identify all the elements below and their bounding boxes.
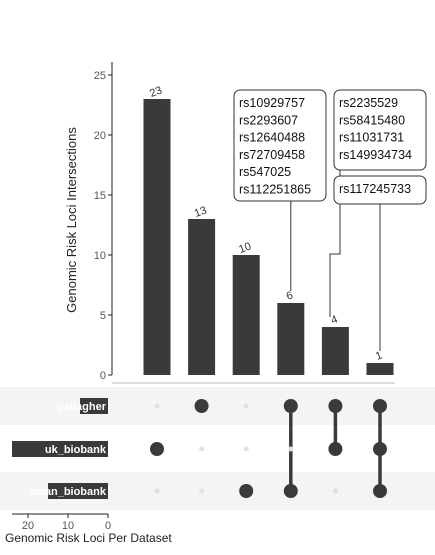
annotation-text: rs112251865 [239,183,311,197]
annotation-text: rs117245733 [339,182,411,196]
matrix-dot-empty [288,446,294,452]
set-size-bars: gallagher uk_biobank japan_biobank [12,398,108,499]
set-name-label: uk_biobank [45,444,107,456]
annotation-box [333,89,427,171]
annotation-text: rs12640488 [239,131,305,145]
bar-value-label: 23 [148,84,164,99]
y-tick-label: 10 [94,250,106,262]
annotation-text: rs72709458 [239,148,305,162]
bar-value-labels: 23 13 10 6 4 1 [148,84,384,362]
intersection-bar [321,327,349,375]
bar-value-label: 1 [374,349,384,362]
intersection-matrix [150,399,387,498]
intersection-bar [366,363,394,375]
row-stripe [0,387,435,425]
matrix-dot-filled [373,442,387,456]
annotation-text: rs58415480 [339,113,405,127]
matrix-dot-empty [154,488,160,494]
annotation-text: rs2293607 [239,113,298,127]
set-size-tick-label: 10 [62,520,74,532]
annotation-connector [329,170,341,317]
matrix-dot-empty [243,403,249,409]
set-name-label: gallagher [57,401,107,413]
matrix-row-stripes [0,387,435,510]
y-tick-label: 15 [94,190,106,202]
set-size-axis: 20 10 0 [12,513,111,532]
set-name-label: japan_biobank [28,486,107,498]
matrix-dot-filled [328,399,343,413]
bar-value-label: 4 [329,313,339,326]
intersection-bar [188,219,216,375]
annotation-box [233,89,327,202]
set-size-tick-label: 20 [22,520,34,532]
matrix-dot-filled [328,442,343,456]
matrix-dot-filled [373,399,387,413]
bar-value-label: 13 [193,204,209,219]
annotation-text: rs149934734 [339,148,412,162]
intersection-bars [143,99,394,375]
annotation-connectors [290,170,381,351]
intersection-bar [143,99,171,375]
y-tick-label: 20 [94,130,106,142]
y-tick-label: 0 [100,370,106,382]
x-axis-label: Genomic Risk Loci Per Dataset [5,531,172,545]
matrix-dot-filled [239,484,254,498]
matrix-dot-filled [194,399,209,413]
matrix-dot-empty [199,488,205,494]
matrix-dot-filled [150,442,164,456]
annotation-text: rs2235529 [339,96,398,110]
matrix-dot-filled [283,399,298,413]
matrix-dot-empty [332,488,338,494]
intersection-bar [277,303,305,375]
annotation-box [333,175,427,205]
set-size-bar [80,398,108,414]
bar-value-label: 10 [237,240,253,255]
annotation-text: rs10929757 [239,96,305,110]
matrix-dot-empty [199,446,205,452]
y-axis-label: Genomic Risk Loci Intersections [64,127,79,313]
annotation-boxes: rs10929757 rs2293607 rs12640488 rs72709458 r… [233,89,427,205]
bar-value-label: 6 [285,289,295,302]
matrix-dot-empty [154,403,160,409]
annotation-text: rs11031731 [339,131,404,145]
y-tick-label: 5 [100,310,106,322]
annotation-text: rs547025 [239,165,291,179]
matrix-dot-empty [243,446,249,452]
matrix-dot-filled [283,484,298,498]
set-size-bar [12,441,108,457]
set-size-bar [48,483,108,499]
matrix-dot-filled [373,484,387,498]
intersection-bar [232,255,260,375]
y-axis: 0 5 10 15 20 25 [94,62,395,384]
y-tick-label: 25 [94,70,106,82]
set-size-tick-label: 0 [105,520,111,532]
